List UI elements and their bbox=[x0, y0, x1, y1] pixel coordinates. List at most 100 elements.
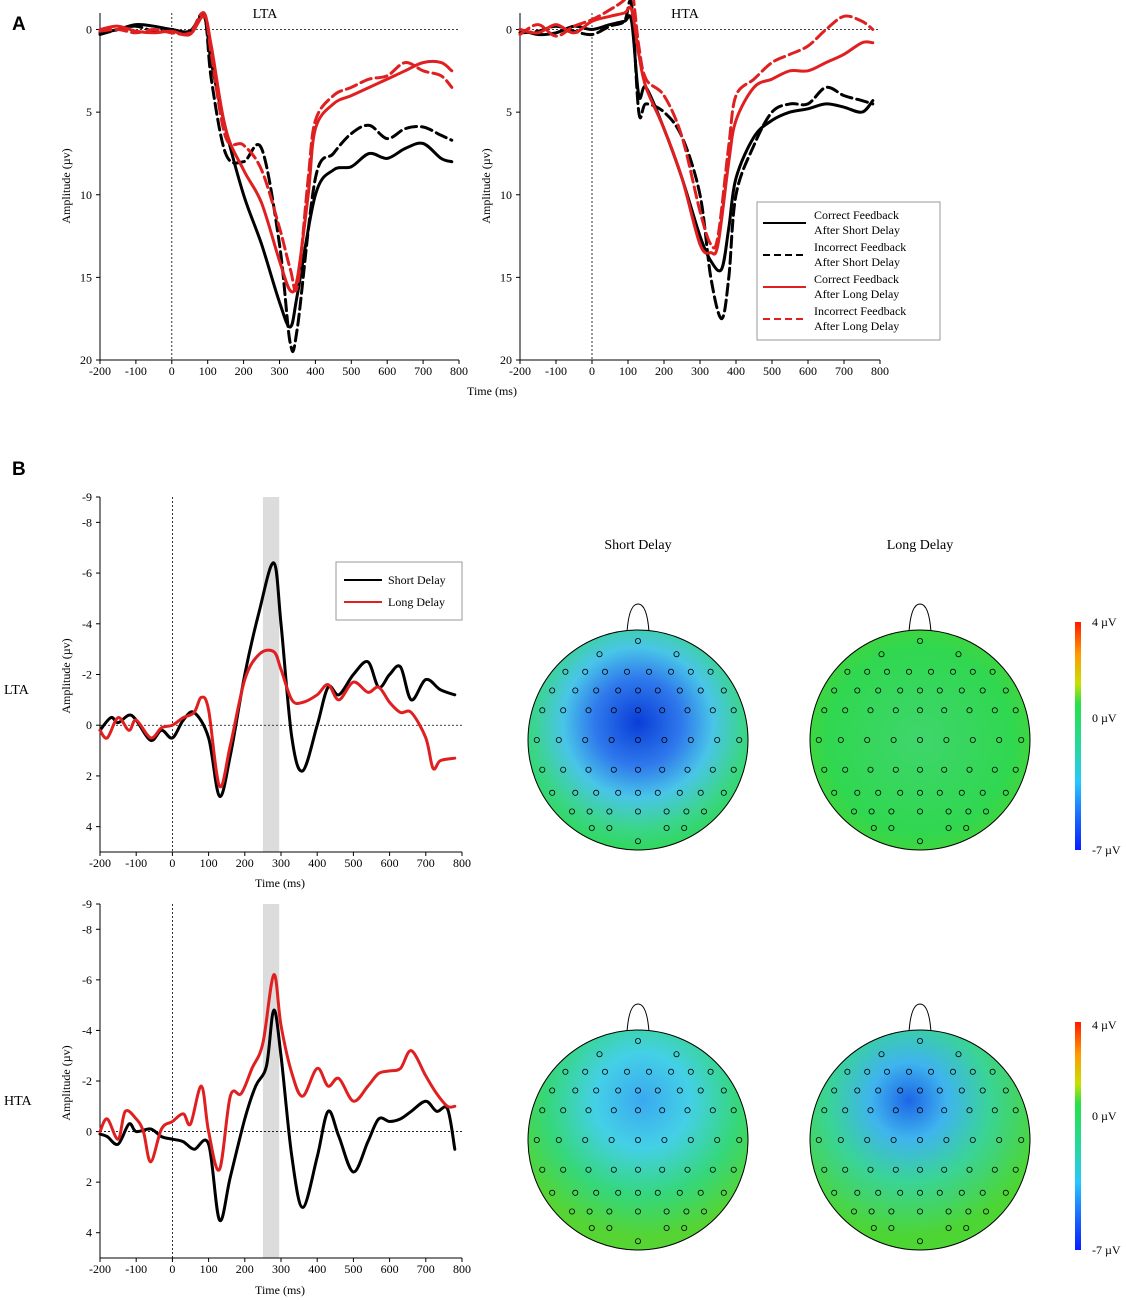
electrode bbox=[562, 668, 569, 675]
x-tick-label: 600 bbox=[381, 1262, 399, 1276]
series-line-2 bbox=[518, 0, 875, 321]
electrode bbox=[610, 707, 617, 714]
electrode bbox=[654, 1189, 661, 1196]
electrode bbox=[979, 687, 986, 694]
electrode bbox=[917, 1107, 924, 1114]
electrode bbox=[837, 1137, 844, 1144]
electrode bbox=[897, 687, 904, 694]
electrode bbox=[533, 1137, 540, 1144]
electrode bbox=[730, 766, 737, 773]
series-line-2 bbox=[98, 648, 457, 789]
electrode bbox=[582, 737, 589, 744]
electrode bbox=[687, 668, 694, 675]
y-tick-label: 20 bbox=[80, 353, 92, 367]
electrode bbox=[917, 707, 924, 714]
y-tick-label: 20 bbox=[500, 353, 512, 367]
electrode bbox=[549, 789, 556, 796]
y-axis-label: Amplitude (µv) bbox=[59, 1045, 73, 1120]
electrode bbox=[585, 1166, 592, 1173]
electrode bbox=[588, 825, 595, 832]
electrode bbox=[936, 789, 943, 796]
electrode bbox=[572, 1189, 579, 1196]
electrode bbox=[815, 737, 822, 744]
electrode bbox=[966, 707, 973, 714]
electrode bbox=[668, 668, 675, 675]
colorbar-lta-min: -7 µV bbox=[1092, 843, 1121, 857]
electrode bbox=[730, 1107, 737, 1114]
electrode bbox=[701, 808, 708, 815]
electrode bbox=[659, 1107, 666, 1114]
topomap-lta-short bbox=[527, 603, 749, 851]
electrode bbox=[610, 1166, 617, 1173]
topo-title-long: Long Delay bbox=[887, 538, 953, 553]
electrode bbox=[969, 737, 976, 744]
topomap-hta-short bbox=[527, 1003, 749, 1251]
electrode bbox=[569, 1208, 576, 1215]
x-tick-label: 100 bbox=[200, 856, 218, 870]
electrode bbox=[624, 668, 631, 675]
electrode bbox=[943, 737, 950, 744]
scalp-map bbox=[809, 1029, 1031, 1251]
electrode bbox=[983, 808, 990, 815]
y-tick-label: 0 bbox=[86, 718, 92, 732]
electrode bbox=[892, 1107, 899, 1114]
electrode bbox=[917, 687, 924, 694]
nose bbox=[908, 603, 932, 633]
electrode bbox=[897, 1087, 904, 1094]
electrode bbox=[868, 1208, 875, 1215]
x-tick-label: 600 bbox=[381, 856, 399, 870]
electrode bbox=[585, 707, 592, 714]
electrode bbox=[991, 707, 998, 714]
x-tick-label: -100 bbox=[545, 364, 567, 378]
electrode bbox=[917, 766, 924, 773]
legend-a-label-2-line1: Incorrect Feedback bbox=[814, 240, 906, 254]
row-label-hta: HTA bbox=[4, 1094, 33, 1109]
electrode bbox=[602, 668, 609, 675]
electrode bbox=[687, 1068, 694, 1075]
electrode bbox=[654, 1087, 661, 1094]
electrode bbox=[936, 1087, 943, 1094]
electrode bbox=[868, 808, 875, 815]
electrode bbox=[663, 1208, 670, 1215]
series-line-1 bbox=[518, 14, 875, 273]
analysis-window bbox=[262, 904, 280, 1258]
electrode bbox=[596, 1051, 603, 1058]
x-tick-label: 600 bbox=[799, 364, 817, 378]
electrode bbox=[602, 1068, 609, 1075]
electrode bbox=[635, 789, 642, 796]
electrode bbox=[555, 737, 562, 744]
electrode bbox=[965, 808, 972, 815]
electrode bbox=[676, 687, 683, 694]
legend-a-label-3-line2: After Long Delay bbox=[814, 287, 899, 301]
x-axis-label: Time (ms) bbox=[467, 384, 517, 398]
x-tick-label: 0 bbox=[589, 364, 595, 378]
electrode bbox=[906, 1068, 913, 1075]
electrode bbox=[842, 1166, 849, 1173]
electrode bbox=[864, 668, 871, 675]
electrode bbox=[1012, 766, 1019, 773]
electrode bbox=[854, 687, 861, 694]
x-tick-label: 700 bbox=[414, 364, 432, 378]
y-tick-label: 15 bbox=[80, 270, 92, 284]
electrode bbox=[892, 1166, 899, 1173]
chart-a-hta: -200 -100 0 100 200 300 400 500 600 700 800 0 5 10 15 2… bbox=[467, 0, 889, 398]
colorbar-hta-zero: 0 µV bbox=[1092, 1109, 1117, 1123]
electrode bbox=[572, 687, 579, 694]
legend-a-label-1-line1: Correct Feedback bbox=[814, 208, 899, 222]
electrode bbox=[659, 1166, 666, 1173]
y-tick-label: 10 bbox=[500, 188, 512, 202]
electrode bbox=[831, 1189, 838, 1196]
x-tick-label: 500 bbox=[344, 856, 362, 870]
scalp-map bbox=[527, 629, 749, 851]
electrode bbox=[586, 1208, 593, 1215]
electrode bbox=[888, 1225, 895, 1232]
electrode bbox=[714, 737, 721, 744]
electrode bbox=[1018, 1137, 1025, 1144]
series-line-2 bbox=[98, 11, 454, 354]
y-tick-label: -9 bbox=[82, 490, 92, 504]
legend-a-label-2-line2: After Short Delay bbox=[814, 255, 900, 269]
electrode bbox=[681, 1225, 688, 1232]
electrode bbox=[569, 808, 576, 815]
